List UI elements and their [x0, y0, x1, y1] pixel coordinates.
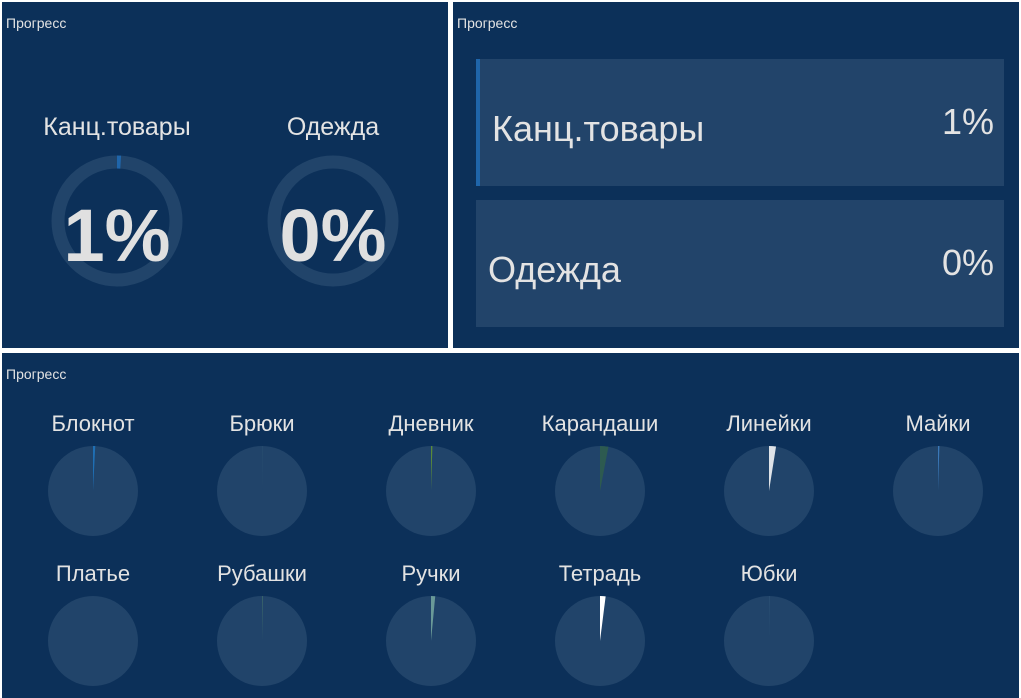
pie-chart — [724, 595, 814, 686]
pie-10: Юбки — [689, 561, 849, 687]
pie-chart — [893, 445, 983, 536]
progress-row-clothes: Одежда 0% — [476, 200, 1004, 327]
row-value: 1% — [941, 101, 994, 142]
pie-chart — [217, 595, 307, 686]
pie-2: Дневник — [351, 411, 511, 537]
pie-label: Линейки — [726, 411, 812, 436]
gauge: Канц.товары 1% — [27, 111, 207, 287]
pie-slice — [769, 446, 777, 491]
row-label: Одежда — [488, 249, 621, 290]
pie-3: Карандаши — [520, 411, 680, 537]
gauge-value: 0% — [279, 194, 387, 277]
panel-title: Прогресс — [6, 15, 67, 31]
pie-9: Тетрадь — [520, 561, 680, 687]
gauge-ring — [267, 155, 399, 287]
bar-panel: Прогресс Канц.товары 1% Одежда 0% — [453, 2, 1019, 348]
pie-chart — [555, 446, 645, 536]
pie-slice — [938, 445, 940, 491]
pie-label: Юбки — [740, 561, 798, 586]
pie-slice — [600, 446, 609, 491]
pie-1: Брюки — [182, 411, 342, 537]
pie-6: Платье — [13, 561, 173, 687]
gauge-track — [267, 155, 399, 287]
panel-title: Прогресс — [6, 366, 67, 382]
pie-label: Тетрадь — [558, 561, 642, 586]
pie-chart — [555, 596, 645, 686]
pie-slice — [431, 445, 433, 491]
pie-track — [48, 596, 138, 686]
pie-slice — [431, 596, 436, 641]
pie-label: Рубашки — [217, 561, 307, 586]
gauge-ring — [51, 155, 183, 287]
progress-row-kants: Канц.товары 1% — [476, 59, 1004, 186]
pie-label: Блокнот — [51, 411, 135, 436]
pie-label: Ручки — [401, 561, 461, 586]
pie-panel: Прогресс Блокнот Брюки Дневник Карандаши Лин… — [2, 353, 1019, 698]
gauge-label: Канц.товары — [43, 113, 191, 141]
gauge-panel: Прогресс Канц.товары 1% Одежда 0% — [2, 2, 448, 348]
gauge-fill — [51, 155, 183, 287]
pie-8: Ручки — [351, 561, 511, 687]
pie-chart — [48, 446, 138, 536]
pie-label: Платье — [55, 561, 131, 586]
gauge-value: 1% — [63, 194, 171, 277]
pie-7: Рубашки — [182, 561, 342, 687]
pie-slice — [600, 596, 606, 641]
row-label: Канц.товары — [492, 108, 705, 149]
row-value: 0% — [941, 242, 994, 283]
pie-4: Линейки — [689, 411, 849, 537]
pie-label: Майки — [905, 411, 971, 436]
pie-chart — [48, 596, 138, 686]
pie-label: Карандаши — [541, 411, 659, 436]
pie-slice — [93, 446, 96, 491]
pie-label: Брюки — [229, 411, 295, 436]
pie-chart — [724, 446, 814, 536]
pie-chart — [386, 445, 476, 536]
pie-0: Блокнот — [13, 411, 173, 537]
pie-label: Дневник — [388, 411, 474, 436]
pie-5: Майки — [858, 411, 1018, 537]
gauge: Одежда 0% — [243, 111, 423, 287]
pie-chart — [386, 596, 476, 686]
pie-chart — [217, 445, 307, 536]
gauge-label: Одежда — [286, 113, 380, 141]
panel-title: Прогресс — [457, 15, 518, 31]
